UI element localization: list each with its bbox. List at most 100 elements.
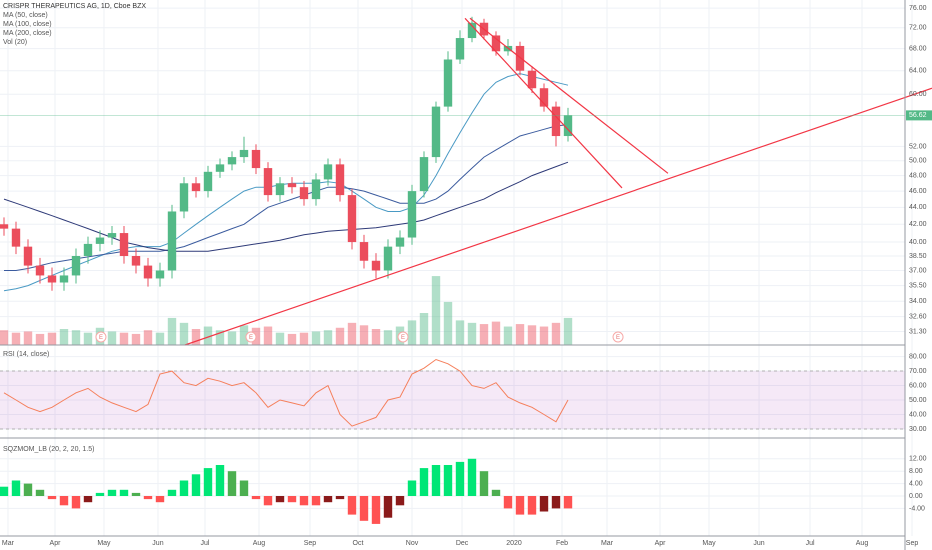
rsi-band <box>0 371 905 430</box>
momentum-bar <box>311 496 321 506</box>
moving-average <box>3 73 569 292</box>
candle-body <box>443 59 453 107</box>
momentum-bar <box>443 464 453 497</box>
y-tick-label: 40.00 <box>909 239 927 246</box>
y-tick-label: 52.00 <box>909 143 927 150</box>
momentum-bar <box>299 496 309 506</box>
x-tick-label: Apr <box>50 540 62 547</box>
x-tick-label: Jul <box>201 540 210 547</box>
earnings-label: E <box>616 335 620 341</box>
momentum-bar <box>107 489 117 497</box>
candle-body <box>407 191 417 238</box>
momentum-bar <box>71 496 81 509</box>
volume-bar <box>239 325 249 345</box>
momentum-bar <box>23 483 33 497</box>
candle-body <box>419 157 429 192</box>
momentum-bar <box>203 468 213 497</box>
volume-bar <box>119 332 129 345</box>
momentum-bar <box>179 480 189 497</box>
volume-bar <box>143 330 153 345</box>
candle-body <box>299 187 309 200</box>
momentum-bar <box>95 492 105 497</box>
momentum-bar <box>287 496 297 503</box>
momentum-bar <box>551 496 561 509</box>
last-price-label: 56.62 <box>909 112 927 119</box>
volume-bar <box>275 332 285 345</box>
y-tick-label: 35.50 <box>909 282 927 289</box>
x-tick-label: Dec <box>456 540 469 547</box>
candle-body <box>527 70 537 89</box>
candle-body <box>563 115 573 137</box>
y-tick-label: 4.00 <box>909 480 923 487</box>
candle-body <box>11 228 21 247</box>
momentum-bar <box>347 496 357 515</box>
momentum-bar <box>419 468 429 497</box>
momentum-bar <box>455 461 465 497</box>
candle-body <box>335 164 345 196</box>
volume-bar <box>167 317 177 345</box>
y-tick-label: 30.00 <box>909 426 927 433</box>
candle-body <box>275 183 285 196</box>
trend-line <box>184 87 932 346</box>
x-tick-label: Sep <box>304 540 317 547</box>
momentum-bar <box>227 471 237 497</box>
x-tick-label: Mar <box>601 540 614 547</box>
volume-bar <box>515 324 525 345</box>
x-tick-label: May <box>702 540 716 547</box>
volume-bar <box>179 322 189 345</box>
momentum-bar <box>59 496 69 506</box>
candle-body <box>179 183 189 212</box>
y-tick-label: 48.00 <box>909 172 927 179</box>
volume-bar <box>59 329 69 345</box>
volume-bar <box>227 331 237 345</box>
x-tick-label: Jul <box>806 540 815 547</box>
earnings-label: E <box>401 335 405 341</box>
candle-body <box>395 237 405 247</box>
volume-bar <box>491 321 501 345</box>
trend-line <box>464 17 623 189</box>
candle-body <box>0 224 9 229</box>
volume-bar <box>335 327 345 345</box>
labels: CRISPR THERAPEUTICS AG, 1D, Cboe BZX MA … <box>2 3 927 547</box>
candle-body <box>383 246 393 271</box>
momentum-bar <box>167 489 177 497</box>
earnings-marker <box>612 331 624 343</box>
y-tick-label: 37.00 <box>909 267 927 274</box>
candle-body <box>539 88 549 107</box>
momentum-bar <box>119 489 129 497</box>
momentum-bar <box>215 464 225 497</box>
x-tick-label: Apr <box>655 540 667 547</box>
momentum-bar <box>371 496 381 524</box>
candle-body <box>167 211 177 271</box>
volume-bar <box>155 332 165 345</box>
x-tick-label: Mar <box>2 540 15 547</box>
momentum-bar <box>539 496 549 512</box>
volume-bar <box>527 325 537 345</box>
candle-body <box>191 183 201 192</box>
momentum-bar <box>263 496 273 506</box>
momentum-bar <box>143 496 153 500</box>
volume-bar <box>299 332 309 345</box>
y-tick-label: 50.00 <box>909 158 927 165</box>
volume-bar <box>467 322 477 345</box>
volume-bar <box>71 330 81 345</box>
y-tick-label: 32.60 <box>909 313 927 320</box>
momentum-bar <box>239 480 249 497</box>
volume-bar <box>83 332 93 345</box>
volume-bar <box>131 333 141 345</box>
earnings-label: E <box>249 335 253 341</box>
volume-bar <box>455 320 465 345</box>
volume-bar <box>443 301 453 345</box>
volume-bar <box>383 330 393 345</box>
candle-body <box>107 233 117 238</box>
candle-body <box>251 149 261 169</box>
candle-body <box>491 35 501 52</box>
candle-body <box>359 242 369 261</box>
candle-body <box>551 106 561 137</box>
candle-body <box>431 106 441 158</box>
x-tick-label: Jun <box>753 540 764 547</box>
y-tick-label: 72.00 <box>909 25 927 32</box>
candle-body <box>239 149 249 158</box>
x-tick-label: Nov <box>406 540 419 547</box>
candle-body <box>59 275 69 283</box>
